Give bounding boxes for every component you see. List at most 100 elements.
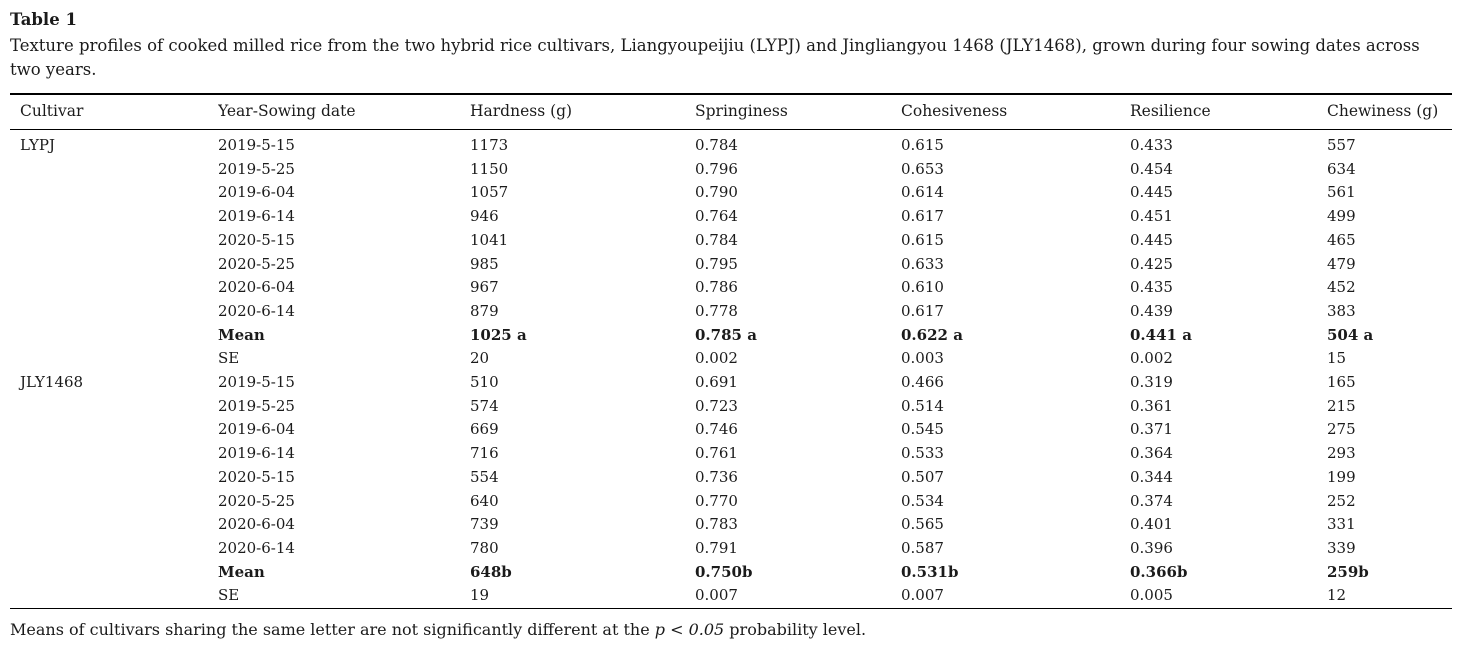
- table-cell: 0.371: [1130, 420, 1173, 439]
- table-cell: [10, 442, 218, 466]
- table-cell: 0.736: [695, 467, 738, 486]
- footnote-pvalue: p < 0.05: [654, 620, 725, 640]
- table-cell: [10, 324, 218, 348]
- table-cell: 946: [470, 207, 499, 226]
- table-cell: 0.778: [695, 301, 738, 320]
- table-cell: 561: [1327, 183, 1356, 202]
- table-row: 2020-5-15 1041 0.784 0.615 0.445 465: [10, 229, 1452, 253]
- table-row: Mean 648b 0.750b 0.531b 0.366b 259b: [10, 561, 1452, 585]
- table-cell: 0.007: [695, 586, 738, 605]
- table-cell: 0.784: [695, 136, 738, 154]
- table-cell: 499: [1327, 207, 1356, 226]
- table-cell: [10, 395, 218, 419]
- table-cell: 2020-5-25: [218, 254, 295, 273]
- table-cell: 275: [1327, 420, 1356, 439]
- table-footnote: Means of cultivars sharing the same lett…: [10, 619, 1452, 641]
- table-cell: 739: [470, 515, 499, 534]
- column-header: Year-Sowing date: [218, 94, 470, 130]
- table-cell: 465: [1327, 230, 1356, 249]
- table-cell: 0.633: [901, 254, 944, 273]
- table-cell: 2020-5-15: [218, 467, 295, 486]
- table-cell: 0.545: [901, 420, 944, 439]
- table-cell: 2020-6-04: [218, 515, 295, 534]
- table-cell: 2019-5-25: [218, 396, 295, 415]
- table-row: 2020-5-15 554 0.736 0.507 0.344 199: [10, 466, 1452, 490]
- table-cell: 2020-6-14: [218, 538, 295, 557]
- table-cell: 504 a: [1327, 325, 1374, 344]
- table-cell: 0.366b: [1130, 562, 1188, 581]
- table-cell: LYPJ: [20, 136, 56, 154]
- table-cell: 331: [1327, 515, 1356, 534]
- table-cell: 2019-6-04: [218, 420, 295, 439]
- table-cell: 0.615: [901, 230, 944, 249]
- table-body: LYPJ 2019-5-15 1173 0.784 0.615 0.433 557 2019-…: [10, 130, 1452, 609]
- table-cell: 0.454: [1130, 159, 1173, 178]
- table-cell: 0.746: [695, 420, 738, 439]
- table-cell: Mean: [218, 562, 265, 581]
- table-cell: 19: [470, 586, 490, 605]
- table-cell: 0.783: [695, 515, 738, 534]
- table-cell: 879: [470, 301, 499, 320]
- table-cell: 2019-6-04: [218, 183, 295, 202]
- table-cell: 0.764: [695, 207, 738, 226]
- table-cell: 0.466: [901, 373, 944, 392]
- table-cell: [10, 229, 218, 253]
- table-cell: [10, 490, 218, 514]
- table-cell: 0.344: [1130, 467, 1173, 486]
- table-cell: 0.396: [1130, 538, 1173, 557]
- header-row: Cultivar Year-Sowing date Hardness (g) Spri…: [10, 94, 1452, 130]
- table-cell: [10, 561, 218, 585]
- table-cell: [10, 418, 218, 442]
- table-cell: [10, 158, 218, 182]
- table-cell: 0.610: [901, 278, 944, 297]
- table-row: 2020-5-25 640 0.770 0.534 0.374 252: [10, 490, 1452, 514]
- footnote-suffix: probability level.: [724, 620, 867, 640]
- table-cell: 985: [470, 254, 499, 273]
- table-cell: 215: [1327, 396, 1356, 415]
- column-header: Springiness: [695, 94, 901, 130]
- column-header: Cultivar: [10, 94, 218, 130]
- table-cell: 0.534: [901, 491, 944, 510]
- table-cell: JLY1468: [20, 373, 84, 392]
- table-cell: 0.795: [695, 254, 738, 273]
- table-cell: 1057: [470, 183, 509, 202]
- table-cell: 2019-5-15: [218, 373, 295, 392]
- table-cell: 0.786: [695, 278, 738, 297]
- table-cell: [10, 347, 218, 371]
- table-row: 2019-6-14 946 0.764 0.617 0.451 499: [10, 205, 1452, 229]
- table-cell: 0.507: [901, 467, 944, 486]
- table-cell: [10, 276, 218, 300]
- table-cell: 0.770: [695, 491, 738, 510]
- table-cell: 0.796: [695, 159, 738, 178]
- table-cell: 0.425: [1130, 254, 1173, 273]
- table-cell: 0.691: [695, 373, 738, 392]
- table-cell: [10, 181, 218, 205]
- table-cell: 0.003: [901, 349, 944, 368]
- column-header: Cohesiveness: [901, 94, 1130, 130]
- table-cell: [10, 300, 218, 324]
- table-cell: 554: [470, 467, 499, 486]
- table-cell: 2019-6-14: [218, 207, 295, 226]
- table-row: 2020-5-25 985 0.795 0.633 0.425 479: [10, 253, 1452, 277]
- table-cell: 0.445: [1130, 230, 1173, 249]
- table-cell: 0.361: [1130, 396, 1173, 415]
- table-cell: SE: [218, 586, 240, 605]
- table-cell: [10, 466, 218, 490]
- table-cell: 634: [1327, 159, 1356, 178]
- table-cell: 0.445: [1130, 183, 1173, 202]
- table-cell: 0.319: [1130, 373, 1173, 392]
- table-cell: 12: [1327, 586, 1347, 605]
- footnote-prefix: Means of cultivars sharing the same lett…: [10, 620, 655, 640]
- table-cell: 0.791: [695, 538, 738, 557]
- table-cell: 574: [470, 396, 499, 415]
- table-row: 2020-6-04 739 0.783 0.565 0.401 331: [10, 513, 1452, 537]
- table-cell: [10, 584, 218, 608]
- table-header: Cultivar Year-Sowing date Hardness (g) Spri…: [10, 94, 1452, 130]
- table-cell: 1041: [470, 230, 509, 249]
- table-cell: [10, 253, 218, 277]
- table-cell: 199: [1327, 467, 1356, 486]
- table-cell: [10, 513, 218, 537]
- table-row: 2020-6-14 879 0.778 0.617 0.439 383: [10, 300, 1452, 324]
- table-cell: 0.002: [1130, 349, 1173, 368]
- table-cell: 0.761: [695, 444, 738, 463]
